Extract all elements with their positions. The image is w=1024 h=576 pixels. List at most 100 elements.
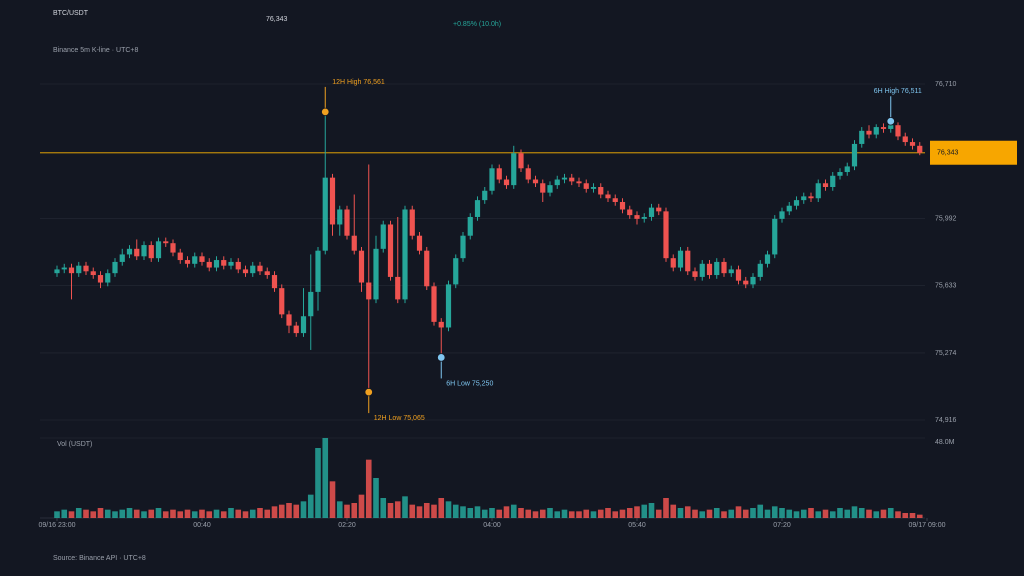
- candle-body: [380, 224, 386, 249]
- candle-body: [264, 271, 270, 276]
- volume-bar: [779, 508, 785, 518]
- candle-body: [467, 216, 473, 236]
- candle-body: [895, 125, 901, 137]
- candle-body: [97, 275, 104, 283]
- volume-bar: [721, 511, 727, 518]
- candle-body: [322, 177, 328, 251]
- last-price-tag: [930, 140, 1017, 165]
- volume-bar: [844, 509, 851, 518]
- candle-body: [170, 243, 176, 253]
- volume-bar: [829, 511, 836, 518]
- candle-body: [822, 183, 829, 188]
- candle-body: [221, 260, 227, 266]
- candle-body: [590, 187, 597, 189]
- volume-bar: [786, 509, 793, 518]
- candle-body: [583, 183, 589, 189]
- volume-bar: [54, 511, 60, 518]
- volume-bar: [271, 506, 278, 518]
- volume-bar: [228, 508, 234, 518]
- volume-bar: [764, 509, 771, 518]
- candle-body: [402, 209, 408, 300]
- candle-body: [315, 250, 321, 292]
- volume-bar: [307, 494, 314, 518]
- candle-body: [76, 265, 82, 274]
- volume-bar: [90, 511, 97, 518]
- candle-body: [917, 145, 923, 153]
- candle-body: [902, 136, 908, 143]
- volume-bar: [474, 506, 481, 518]
- candle-body: [786, 205, 792, 212]
- symbol: BTC/USDT: [53, 10, 89, 17]
- candle-body: [279, 288, 285, 315]
- candle-body: [257, 265, 263, 272]
- candle-body: [801, 196, 807, 201]
- volume-bar: [322, 438, 329, 518]
- candle-body: [489, 168, 495, 191]
- candle-body: [670, 258, 676, 268]
- volume-bar: [380, 498, 387, 518]
- annotation-marker: [437, 353, 446, 362]
- change: +0.85% (10.0h): [453, 21, 501, 28]
- candle-body: [271, 275, 278, 289]
- volume-bar: [460, 506, 466, 518]
- candle-body: [605, 194, 611, 199]
- volume-bar: [220, 511, 227, 518]
- y-tick-label: 75,274: [935, 350, 957, 357]
- candle-body: [554, 179, 560, 186]
- candle-body: [105, 273, 111, 283]
- candle-body: [308, 291, 314, 317]
- candle-body: [503, 179, 510, 186]
- candle-body: [351, 235, 357, 251]
- volume-bar: [532, 511, 539, 518]
- volume-bar: [402, 496, 408, 518]
- candle-body: [844, 166, 850, 173]
- volume-bar: [162, 511, 169, 518]
- candle-body: [648, 207, 655, 217]
- candle-body: [728, 269, 734, 274]
- volume-bar: [191, 511, 198, 518]
- volume-bar: [206, 511, 213, 518]
- candle-body: [743, 280, 749, 285]
- candle-body: [793, 200, 800, 206]
- candle-body: [373, 248, 379, 300]
- volume-bar: [286, 503, 292, 518]
- volume-bar: [895, 511, 901, 518]
- candle-body: [235, 261, 241, 270]
- candle-body: [242, 269, 249, 274]
- volume-bar: [916, 514, 923, 518]
- candle-body: [83, 265, 89, 272]
- candle-body: [496, 168, 502, 180]
- candle-body: [387, 224, 394, 277]
- candle-body: [228, 261, 234, 266]
- candle-body: [851, 143, 858, 167]
- volume-bar: [692, 509, 698, 518]
- volume-bar: [793, 511, 800, 518]
- volume-bar: [619, 509, 626, 518]
- volume-bar: [590, 511, 597, 518]
- v-tick-label: 48.0M: [935, 439, 955, 446]
- volume-bar: [133, 509, 140, 518]
- candle-body: [61, 267, 67, 270]
- candle-body: [453, 258, 459, 285]
- candle-body: [148, 245, 154, 259]
- annotation-marker: [364, 387, 373, 397]
- x-tick-label: 00:40: [193, 522, 211, 529]
- annotation-marker: [886, 117, 895, 126]
- volume-bar: [126, 508, 133, 518]
- volume-bar: [467, 508, 474, 518]
- volume-bar: [576, 511, 582, 518]
- volume-bar: [97, 508, 104, 518]
- candle-body: [68, 267, 75, 274]
- volume-bar: [264, 509, 271, 518]
- volume-bar: [184, 509, 191, 518]
- x-tick-label: 02:20: [338, 522, 356, 529]
- volume-bar: [293, 504, 300, 518]
- volume-bar: [858, 508, 865, 518]
- candle-body: [873, 127, 879, 135]
- volume-bar: [568, 511, 575, 518]
- annotation-label: 12H Low 75,065: [374, 415, 425, 422]
- volume-bar: [510, 504, 517, 518]
- candle-body: [859, 130, 865, 144]
- candle-body: [561, 177, 568, 180]
- volume-bar: [735, 506, 742, 518]
